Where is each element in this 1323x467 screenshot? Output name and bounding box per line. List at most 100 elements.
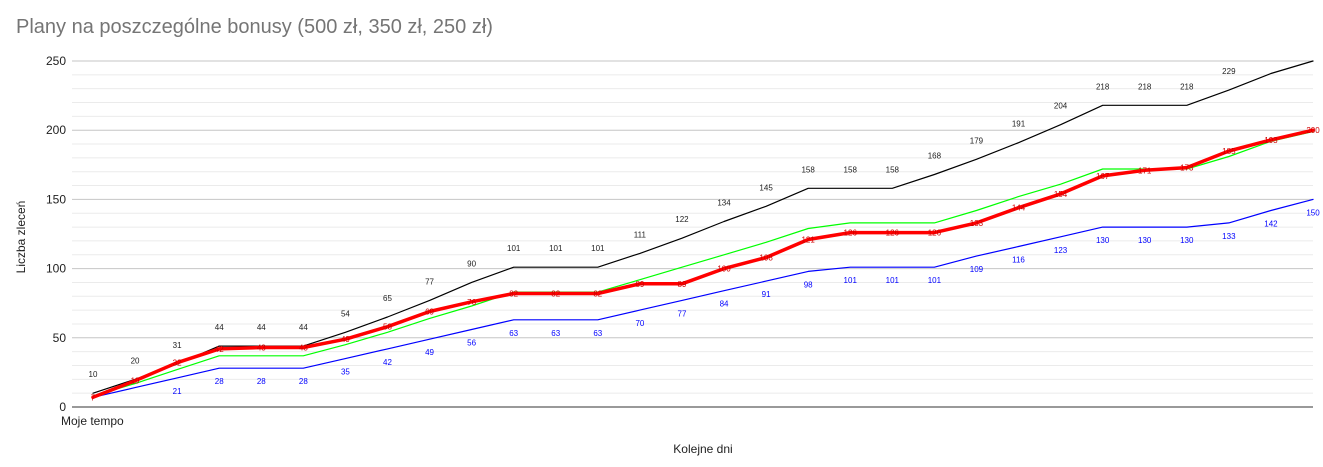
data-label: 44 bbox=[215, 323, 224, 332]
data-label: 145 bbox=[759, 183, 773, 192]
y-tick-label: 150 bbox=[46, 192, 66, 206]
data-label: 49 bbox=[425, 348, 434, 357]
data-label: 77 bbox=[678, 309, 687, 318]
data-label: 32 bbox=[173, 359, 182, 368]
y-axis-title: Liczba zleceń bbox=[14, 201, 28, 274]
series-layer bbox=[91, 60, 1315, 400]
data-label: 91 bbox=[762, 290, 771, 299]
data-label: 101 bbox=[591, 244, 605, 253]
data-label: 101 bbox=[928, 276, 942, 285]
data-label: 158 bbox=[801, 165, 815, 174]
grid-layer bbox=[72, 60, 1313, 408]
data-label: 42 bbox=[383, 358, 392, 367]
data-label: 82 bbox=[509, 290, 518, 299]
data-label: 98 bbox=[804, 280, 813, 289]
data-label: 150 bbox=[1306, 208, 1320, 217]
data-label: 101 bbox=[549, 244, 563, 253]
data-label: 130 bbox=[1096, 236, 1110, 245]
data-label: 44 bbox=[257, 323, 266, 332]
series-line-1 bbox=[92, 131, 1314, 397]
data-label: 126 bbox=[886, 229, 900, 238]
data-label: 123 bbox=[1054, 246, 1068, 255]
data-label: 101 bbox=[844, 276, 858, 285]
data-label: 204 bbox=[1054, 102, 1068, 111]
data-label: 116 bbox=[1012, 255, 1025, 264]
data-label: 130 bbox=[1138, 236, 1152, 245]
data-label: 82 bbox=[593, 290, 602, 299]
data-label: 63 bbox=[509, 329, 518, 338]
data-label: 101 bbox=[886, 276, 900, 285]
data-label: 31 bbox=[173, 341, 182, 350]
data-label: 89 bbox=[678, 280, 687, 289]
chart-title: Plany na poszczególne bonusy (500 zł, 35… bbox=[16, 16, 493, 38]
y-tick-label: 0 bbox=[59, 400, 66, 414]
axis-layer: 0 50 100 150 200 250 bbox=[46, 54, 1313, 414]
y-tick-label: 100 bbox=[46, 262, 66, 276]
data-label: 63 bbox=[593, 329, 602, 338]
data-label: 58 bbox=[383, 323, 392, 332]
data-label: 173 bbox=[1180, 164, 1194, 173]
data-label: 142 bbox=[1264, 219, 1278, 228]
data-label: 70 bbox=[635, 319, 644, 328]
data-label: 89 bbox=[635, 280, 644, 289]
data-label: 158 bbox=[844, 165, 858, 174]
data-label: 54 bbox=[341, 309, 350, 318]
data-label: 130 bbox=[1180, 236, 1194, 245]
data-label: 171 bbox=[1138, 166, 1152, 175]
data-label: 28 bbox=[257, 377, 266, 386]
data-label: 10 bbox=[89, 370, 98, 379]
data-label: 63 bbox=[551, 329, 560, 338]
data-label: 100 bbox=[717, 265, 731, 274]
data-label: 168 bbox=[928, 151, 942, 160]
data-label: 43 bbox=[299, 343, 308, 352]
data-label: 218 bbox=[1138, 82, 1152, 91]
data-label: 49 bbox=[341, 335, 350, 344]
y-tick-label: 50 bbox=[53, 331, 67, 345]
data-label: 28 bbox=[215, 377, 224, 386]
data-label: 90 bbox=[467, 259, 476, 268]
data-label: 121 bbox=[801, 236, 815, 245]
data-label: 7 bbox=[91, 393, 96, 402]
data-label: 229 bbox=[1222, 67, 1236, 76]
data-label: 35 bbox=[341, 368, 350, 377]
data-label: 56 bbox=[467, 338, 476, 347]
data-label: 19 bbox=[131, 377, 140, 386]
series-line-3 bbox=[91, 128, 1315, 400]
y-tick-label: 250 bbox=[46, 54, 66, 68]
data-label: 42 bbox=[215, 345, 224, 354]
data-label: 179 bbox=[970, 136, 984, 145]
data-label: 122 bbox=[675, 215, 689, 224]
data-label: 133 bbox=[1222, 232, 1236, 241]
data-label: 126 bbox=[928, 229, 942, 238]
data-label: 144 bbox=[1012, 204, 1026, 213]
data-label: 193 bbox=[1264, 136, 1278, 145]
data-label: 108 bbox=[759, 254, 773, 263]
data-label: 111 bbox=[634, 230, 647, 239]
data-label: 167 bbox=[1096, 172, 1110, 181]
data-label: 101 bbox=[507, 244, 521, 253]
data-labels-layer: 10 20 31 44 44 44 54 65 77 90 101 101 101 111 122 134 14… bbox=[89, 67, 1321, 402]
data-label: 84 bbox=[720, 300, 729, 309]
data-label: 20 bbox=[131, 356, 140, 365]
data-label: 21 bbox=[173, 387, 182, 396]
data-label: 43 bbox=[257, 343, 266, 352]
data-label: 126 bbox=[844, 229, 858, 238]
data-label: 28 bbox=[299, 377, 308, 386]
data-label: 218 bbox=[1180, 82, 1194, 91]
data-label: 218 bbox=[1096, 82, 1110, 91]
x-tick-label-first: Moje tempo bbox=[61, 414, 124, 428]
data-label: 158 bbox=[886, 165, 900, 174]
data-label: 65 bbox=[383, 294, 392, 303]
data-label: 134 bbox=[717, 199, 731, 208]
data-label: 82 bbox=[551, 290, 560, 299]
data-label: 77 bbox=[425, 277, 434, 286]
x-axis-title: Kolejne dni bbox=[673, 442, 732, 456]
data-label: 109 bbox=[970, 265, 984, 274]
data-label: 44 bbox=[299, 323, 308, 332]
data-label: 191 bbox=[1012, 120, 1026, 129]
data-label: 154 bbox=[1054, 190, 1068, 199]
series-line-2 bbox=[92, 198, 1314, 398]
data-label: 76 bbox=[467, 298, 476, 307]
data-label: 133 bbox=[970, 219, 984, 228]
